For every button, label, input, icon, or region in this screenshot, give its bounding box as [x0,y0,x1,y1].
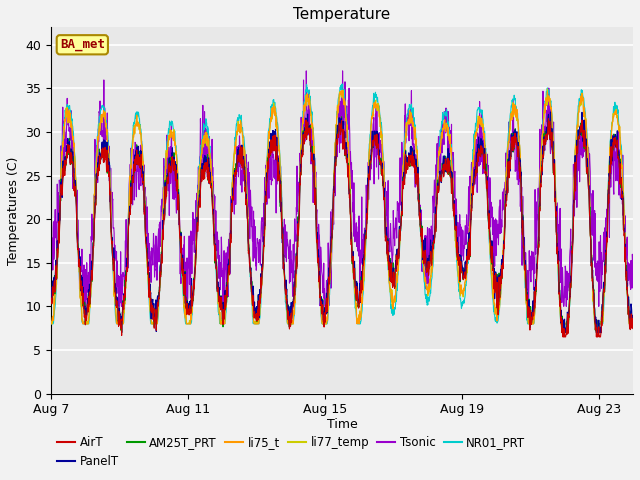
AM25T_PRT [468,195,476,201]
li75_t [47,321,55,327]
li77_temp [301,103,309,109]
AirT [179,256,186,262]
li77_temp [543,86,551,92]
Tsonic [468,191,476,197]
Line: NR01_PRT: NR01_PRT [51,84,640,324]
AM25T_PRT [83,312,90,318]
NR01_PRT [83,321,90,327]
AirT [83,318,90,324]
AM25T_PRT [278,219,286,225]
Legend: AirT, PanelT, AM25T_PRT, li75_t, li77_temp, Tsonic, NR01_PRT: AirT, PanelT, AM25T_PRT, li75_t, li77_te… [57,436,525,468]
Tsonic [81,303,88,309]
li77_temp [278,201,285,206]
Line: li77_temp: li77_temp [51,89,640,324]
li75_t [83,321,90,327]
PanelT [299,141,307,147]
li77_temp [179,276,186,282]
Line: AM25T_PRT: AM25T_PRT [51,116,640,333]
PanelT [83,318,90,324]
PanelT [468,191,476,196]
li75_t [278,203,285,209]
li77_temp [468,178,476,184]
AM25T_PRT [47,288,55,294]
AirT [545,116,552,121]
Tsonic [47,251,55,256]
Line: Tsonic: Tsonic [51,71,640,306]
Line: AirT: AirT [51,119,640,337]
AirT [299,146,307,152]
Tsonic [302,124,310,130]
PanelT [118,330,125,336]
li75_t [179,274,186,280]
Y-axis label: Temperatures (C): Temperatures (C) [7,156,20,264]
NR01_PRT [299,119,307,125]
li77_temp [47,321,55,327]
Tsonic [303,68,310,74]
Title: Temperature: Temperature [294,7,390,22]
li75_t [299,122,307,128]
Line: PanelT: PanelT [51,112,640,333]
li77_temp [299,123,307,129]
NR01_PRT [179,284,186,289]
AirT [278,223,285,229]
PanelT [278,220,286,226]
AM25T_PRT [302,116,310,121]
PanelT [47,289,55,295]
X-axis label: Time: Time [326,418,358,431]
Text: BA_met: BA_met [60,38,105,51]
NR01_PRT [339,81,346,87]
AM25T_PRT [118,330,125,336]
NR01_PRT [278,189,285,195]
AirT [301,125,309,131]
PanelT [302,115,310,121]
li75_t [468,168,476,174]
PanelT [547,109,554,115]
NR01_PRT [468,167,476,172]
Line: li75_t: li75_t [51,91,640,324]
li75_t [301,104,309,109]
AM25T_PRT [299,149,307,155]
NR01_PRT [47,321,55,327]
Tsonic [83,260,90,265]
Tsonic [299,132,307,138]
AirT [468,208,476,214]
AM25T_PRT [179,271,187,276]
AirT [47,300,55,305]
AM25T_PRT [545,113,552,119]
li75_t [338,88,346,94]
PanelT [179,267,187,273]
li77_temp [83,321,90,327]
Tsonic [179,246,187,252]
Tsonic [278,202,286,208]
NR01_PRT [301,93,309,98]
AirT [559,334,566,340]
